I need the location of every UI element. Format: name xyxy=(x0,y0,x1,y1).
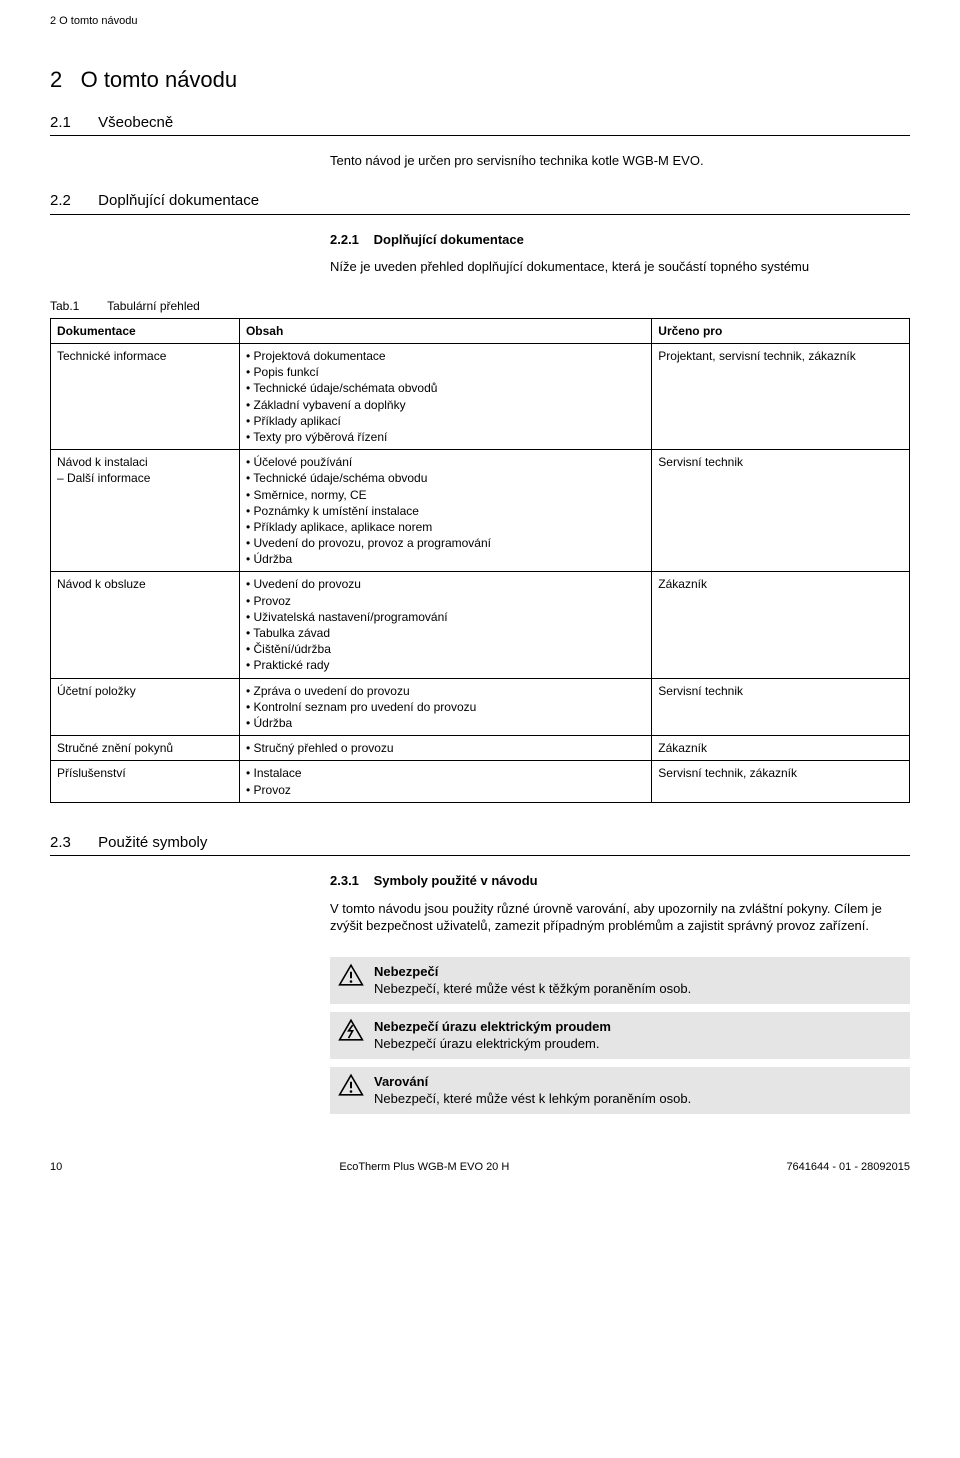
list-item: Projektová dokumentace xyxy=(246,348,645,364)
table-cell-content: Stručný přehled o provozu xyxy=(239,736,651,761)
list-item: Směrnice, normy, CE xyxy=(246,487,645,503)
table-row: Stručné znění pokynů Stručný přehled o pr… xyxy=(51,736,910,761)
list-item: Popis funkcí xyxy=(246,364,645,380)
subsection-2-3: 2.3 Použité symboly xyxy=(50,833,910,856)
warning-box: NebezpečíNebezpečí, které může vést k tě… xyxy=(330,957,910,1004)
table-cell-doc: Návod k instalaci – Další informace xyxy=(51,450,240,572)
warning-body: Nebezpečí, které může vést k lehkým pora… xyxy=(374,1090,902,1108)
warning-icon xyxy=(338,1073,364,1097)
table-row: Návod k obsluzeUvedení do provozuProvozU… xyxy=(51,572,910,678)
warning-box: VarováníNebezpečí, které může vést k leh… xyxy=(330,1067,910,1114)
warning-title: Nebezpečí úrazu elektrickým proudem xyxy=(374,1018,902,1036)
table-cell-doc: Technické informace xyxy=(51,344,240,450)
list-item: Údržba xyxy=(246,715,645,731)
subsub-title: Doplňující dokumentace xyxy=(374,232,524,247)
list-item: Účelové používání xyxy=(246,454,645,470)
table-cell-content: Účelové používáníTechnické údaje/schéma … xyxy=(239,450,651,572)
intro-2-2-1: Níže je uveden přehled doplňující dokume… xyxy=(330,258,910,276)
subsection-title: Použité symboly xyxy=(98,834,207,851)
subsection-title: Všeobecně xyxy=(98,114,173,131)
subsubsection-2-3-1: 2.3.1 Symboly použité v návodu xyxy=(330,872,910,890)
table-caption: Tab.1 Tabulární přehled xyxy=(50,298,910,314)
warning-electric-icon xyxy=(338,1018,364,1042)
subsection-2-1: 2.1 Všeobecně xyxy=(50,113,910,136)
list-item: Kontrolní seznam pro uvedení do provozu xyxy=(246,699,645,715)
table-cell-audience: Servisní technik xyxy=(652,450,910,572)
table-cell-content: Zpráva o uvedení do provozuKontrolní sez… xyxy=(239,678,651,736)
list-item: Provoz xyxy=(246,593,645,609)
list-item: Uvedení do provozu, provoz a programován… xyxy=(246,535,645,551)
table-header: Dokumentace xyxy=(51,318,240,343)
table-row: PříslušenstvíInstalaceProvozServisní tec… xyxy=(51,761,910,802)
list-item: Příklady aplikací xyxy=(246,413,645,429)
list-item: Tabulka závad xyxy=(246,625,645,641)
table-caption-label: Tab.1 xyxy=(50,298,104,314)
running-header: 2 O tomto návodu xyxy=(50,14,910,29)
table-cell-audience: Zákazník xyxy=(652,736,910,761)
subsubsection-2-2-1: 2.2.1 Doplňující dokumentace xyxy=(330,231,910,249)
warning-body: Nebezpečí úrazu elektrickým proudem. xyxy=(374,1035,902,1053)
warning-text: NebezpečíNebezpečí, které může vést k tě… xyxy=(374,963,902,998)
list-item: Poznámky k umístění instalace xyxy=(246,503,645,519)
subsub-number: 2.2.1 xyxy=(330,231,370,249)
subsection-2-2: 2.2 Doplňující dokumentace xyxy=(50,191,910,214)
warning-box: Nebezpečí úrazu elektrickým proudemNebez… xyxy=(330,1012,910,1059)
table-caption-title: Tabulární přehled xyxy=(107,299,200,313)
list-item: Uvedení do provozu xyxy=(246,576,645,592)
subsection-number: 2.1 xyxy=(50,113,94,133)
subsection-number: 2.3 xyxy=(50,833,94,853)
table-cell-audience: Projektant, servisní technik, zákazník xyxy=(652,344,910,450)
list-item: Texty pro výběrová řízení xyxy=(246,429,645,445)
documentation-table: Dokumentace Obsah Určeno pro Technické i… xyxy=(50,318,910,803)
table-cell-audience: Servisní technik xyxy=(652,678,910,736)
table-header: Určeno pro xyxy=(652,318,910,343)
table-row: Účetní položkyZpráva o uvedení do provoz… xyxy=(51,678,910,736)
page-footer: 10 EcoTherm Plus WGB-M EVO 20 H 7641644 … xyxy=(50,1160,910,1175)
table-cell-audience: Servisní technik, zákazník xyxy=(652,761,910,802)
table-cell-doc: Příslušenství xyxy=(51,761,240,802)
table-cell-content: Uvedení do provozuProvozUživatelská nast… xyxy=(239,572,651,678)
table-header: Obsah xyxy=(239,318,651,343)
footer-product: EcoTherm Plus WGB-M EVO 20 H xyxy=(339,1160,509,1175)
table-cell-doc: Stručné znění pokynů xyxy=(51,736,240,761)
list-item: Technické údaje/schéma obvodu xyxy=(246,470,645,486)
intro-2-1: Tento návod je určen pro servisního tech… xyxy=(330,152,910,170)
table-cell-content: InstalaceProvoz xyxy=(239,761,651,802)
table-cell-doc: Návod k obsluze xyxy=(51,572,240,678)
intro-2-3-1: V tomto návodu jsou použity různé úrovně… xyxy=(330,900,910,935)
warning-title: Nebezpečí xyxy=(374,963,902,981)
subsub-number: 2.3.1 xyxy=(330,872,370,890)
table-row: Technické informaceProjektová dokumentac… xyxy=(51,344,910,450)
list-item: Údržba xyxy=(246,551,645,567)
section-title: O tomto návodu xyxy=(81,67,238,92)
table-header-row: Dokumentace Obsah Určeno pro xyxy=(51,318,910,343)
list-item: Praktické rady xyxy=(246,657,645,673)
table-cell-audience: Zákazník xyxy=(652,572,910,678)
list-item: Zpráva o uvedení do provozu xyxy=(246,683,645,699)
warning-text: Nebezpečí úrazu elektrickým proudemNebez… xyxy=(374,1018,902,1053)
list-item: Technické údaje/schémata obvodů xyxy=(246,380,645,396)
warning-title: Varování xyxy=(374,1073,902,1091)
list-item: Základní vybavení a doplňky xyxy=(246,397,645,413)
list-item: Provoz xyxy=(246,782,645,798)
subsection-title: Doplňující dokumentace xyxy=(98,192,259,209)
warning-body: Nebezpečí, které může vést k těžkým pora… xyxy=(374,980,902,998)
table-cell-content: Projektová dokumentacePopis funkcíTechni… xyxy=(239,344,651,450)
subsection-number: 2.2 xyxy=(50,191,94,211)
list-item: Instalace xyxy=(246,765,645,781)
table-row: Návod k instalaci – Další informaceÚčelo… xyxy=(51,450,910,572)
warning-icon xyxy=(338,963,364,987)
table-cell-doc: Účetní položky xyxy=(51,678,240,736)
list-item: Čištění/údržba xyxy=(246,641,645,657)
section-number: 2 xyxy=(50,67,62,92)
footer-page-number: 10 xyxy=(50,1160,62,1175)
warning-text: VarováníNebezpečí, které může vést k leh… xyxy=(374,1073,902,1108)
footer-docref: 7641644 - 01 - 28092015 xyxy=(786,1160,910,1175)
list-item: Stručný přehled o provozu xyxy=(246,740,645,756)
subsub-title: Symboly použité v návodu xyxy=(374,873,538,888)
section-heading: 2 O tomto návodu xyxy=(50,65,910,95)
list-item: Uživatelská nastavení/programování xyxy=(246,609,645,625)
list-item: Příklady aplikace, aplikace norem xyxy=(246,519,645,535)
